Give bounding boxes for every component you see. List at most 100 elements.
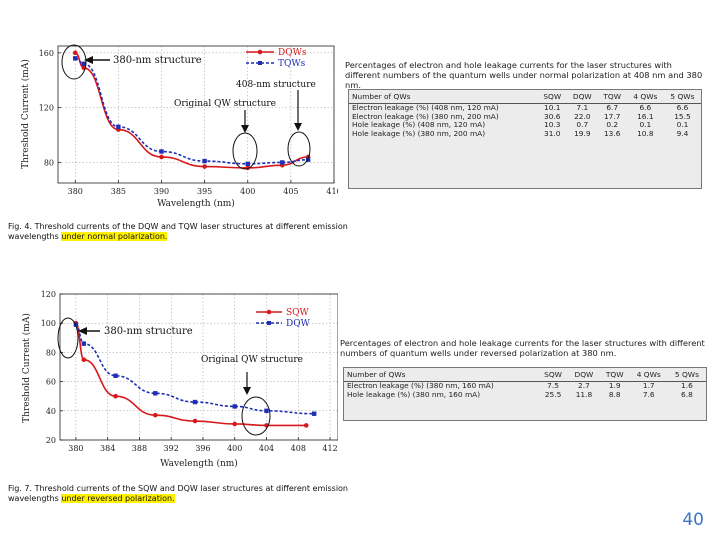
y-tick-label: 60 [46,378,56,387]
legend-marker-tqws [258,61,262,65]
data-point-tqws [116,124,121,130]
x-tick-label: 405 [283,187,298,196]
figure-7-caption: Fig. 7. Threshold currents of the SQW an… [8,484,349,503]
plot-frame [59,293,338,441]
circle-original-qw [241,396,271,436]
x-tick-label: 385 [111,187,126,196]
page-number: 40 [682,510,704,530]
table-cell: Hole leakage (%) (380 nm, 200 mA) [352,128,486,138]
figure-7-chart: 380 384 388 392 396 400 404 408 412 20 40 60 80 100 12… [21,290,338,469]
table-cell: 6.6 [676,103,689,112]
x-tick-label: 395 [197,187,212,196]
legend-label-sqw: SQW [286,308,310,318]
table-cell: Electron leakage (%) (380 nm, 200 mA) [352,111,499,121]
data-point-dqw [232,404,237,409]
table-header-cell: TQW [599,368,630,382]
legend-marker-sqw [266,309,272,315]
table-header-cell: TQW [597,90,627,104]
data-point-dqws [202,164,207,169]
table-1-block: Percentages of electron and hole leakage… [345,60,705,90]
table-cell: 13.6 [603,128,621,138]
x-tick-label: 390 [154,187,169,196]
data-point-tqws [245,161,250,167]
data-point-sqw [232,421,238,427]
table-cell: 11.8 [575,389,593,399]
data-point-tqws [305,157,311,162]
y-tick-label: 20 [46,436,56,445]
table-cell: 16.1 [637,111,654,121]
table-cell: 8.8 [608,389,621,399]
table-cell: 17.7 [603,111,621,121]
table-cell: 9.4 [676,128,689,138]
table-row: Electron leakage (%) (408 nm, 120 mA) 10.… [349,103,701,113]
table-cell: 7.5 [547,381,559,390]
table-1: Number of QWs SQW DQW TQW 4 QWs 5 QWs Electro… [348,89,702,189]
table-cell: 19.9 [574,128,591,138]
y-tick-label: 80 [46,348,56,357]
y-axis-label: Threshold Current (mA) [20,59,31,169]
y-tick-label: 120 [39,104,54,113]
data-point-tqws [280,160,285,165]
annotation-380nm: 380-nm structure [113,55,202,66]
data-point-sqw [81,357,87,362]
table-header-cell: Number of QWs [349,90,538,104]
legend-label-tqws: TQWs [278,59,306,69]
table-row: Electron leakage (%) (380 nm, 160 mA) 7.5… [344,381,706,391]
data-point-sqw [303,423,309,428]
figure-4-caption: Fig. 4. Threshold currents of the DQW an… [8,222,348,241]
y-tick-label: 160 [39,49,54,58]
table-2: Number of QWs SQW DQW TQW 4 QWs 5 QWs Electro… [343,367,707,421]
figure-7-caption-highlight: under reversed polarization. [61,494,175,503]
x-tick-label: 384 [100,444,115,453]
table-header-cell: Number of QWs [344,368,538,382]
table-cell: 1.7 [642,381,655,390]
table-cell: Electron leakage (%) (408 nm, 120 mA) [352,103,499,112]
circle-408nm [287,131,311,167]
series-line-tqws [75,57,309,165]
table-header-cell: SQW [537,368,569,382]
table-cell: 15.5 [674,111,691,121]
data-point-sqw [192,418,198,424]
table-2-block: Percentages of electron and hole leakage… [340,338,708,358]
data-point-tqws [202,158,207,164]
table-cell: Hole leakage (%) (380 nm, 160 mA) [347,389,481,399]
data-point-tqws [159,149,164,154]
data-point-dqws [159,154,164,160]
data-point-dqw [264,408,269,413]
table-cell: 10.8 [637,128,654,138]
table-cell: 7.6 [642,389,655,399]
table-cell: 6.6 [639,103,652,112]
x-tick-label: 396 [195,444,210,453]
table-cell: 0.1 [676,120,689,130]
series-line-sqw [75,322,307,427]
table-cell: 2.7 [578,381,590,390]
plot-frame [57,45,335,184]
table-row: Hole leakage (%) (380 nm, 200 mA) 31.0 19.… [349,128,701,139]
data-point-dqw [81,341,87,346]
table-2-title: Percentages of electron and hole leakage… [340,338,705,358]
table-cell: 1.9 [608,381,621,390]
table-cell: 6.7 [606,103,619,112]
circle-380nm [61,44,87,80]
x-tick-label: 404 [259,444,274,453]
x-tick-label: 412 [322,444,337,453]
table-header-cell: SQW [537,90,567,104]
legend: DQWs TQWs [246,48,307,69]
x-axis-label: Wavelength (nm) [160,458,238,469]
table-cell: 22.0 [574,111,591,121]
y-axis-label: Threshold Current (mA) [21,313,32,423]
table-cell: 1.6 [681,381,693,390]
y-tick-label: 80 [44,158,54,167]
data-point-dqw [113,373,118,378]
legend-marker-dqw [267,321,271,325]
table-cell: 0.2 [606,120,619,130]
y-tick-label: 40 [46,407,56,416]
data-point-dqws [72,50,78,56]
legend: SQW DQW [256,308,311,329]
table-cell: 31.0 [544,128,561,138]
data-point-dqw [153,391,158,396]
table-cell: 0.7 [576,120,589,130]
x-tick-label: 392 [164,444,179,453]
table-cell: 30.6 [544,111,561,121]
table-header-cell: DQW [568,368,600,382]
